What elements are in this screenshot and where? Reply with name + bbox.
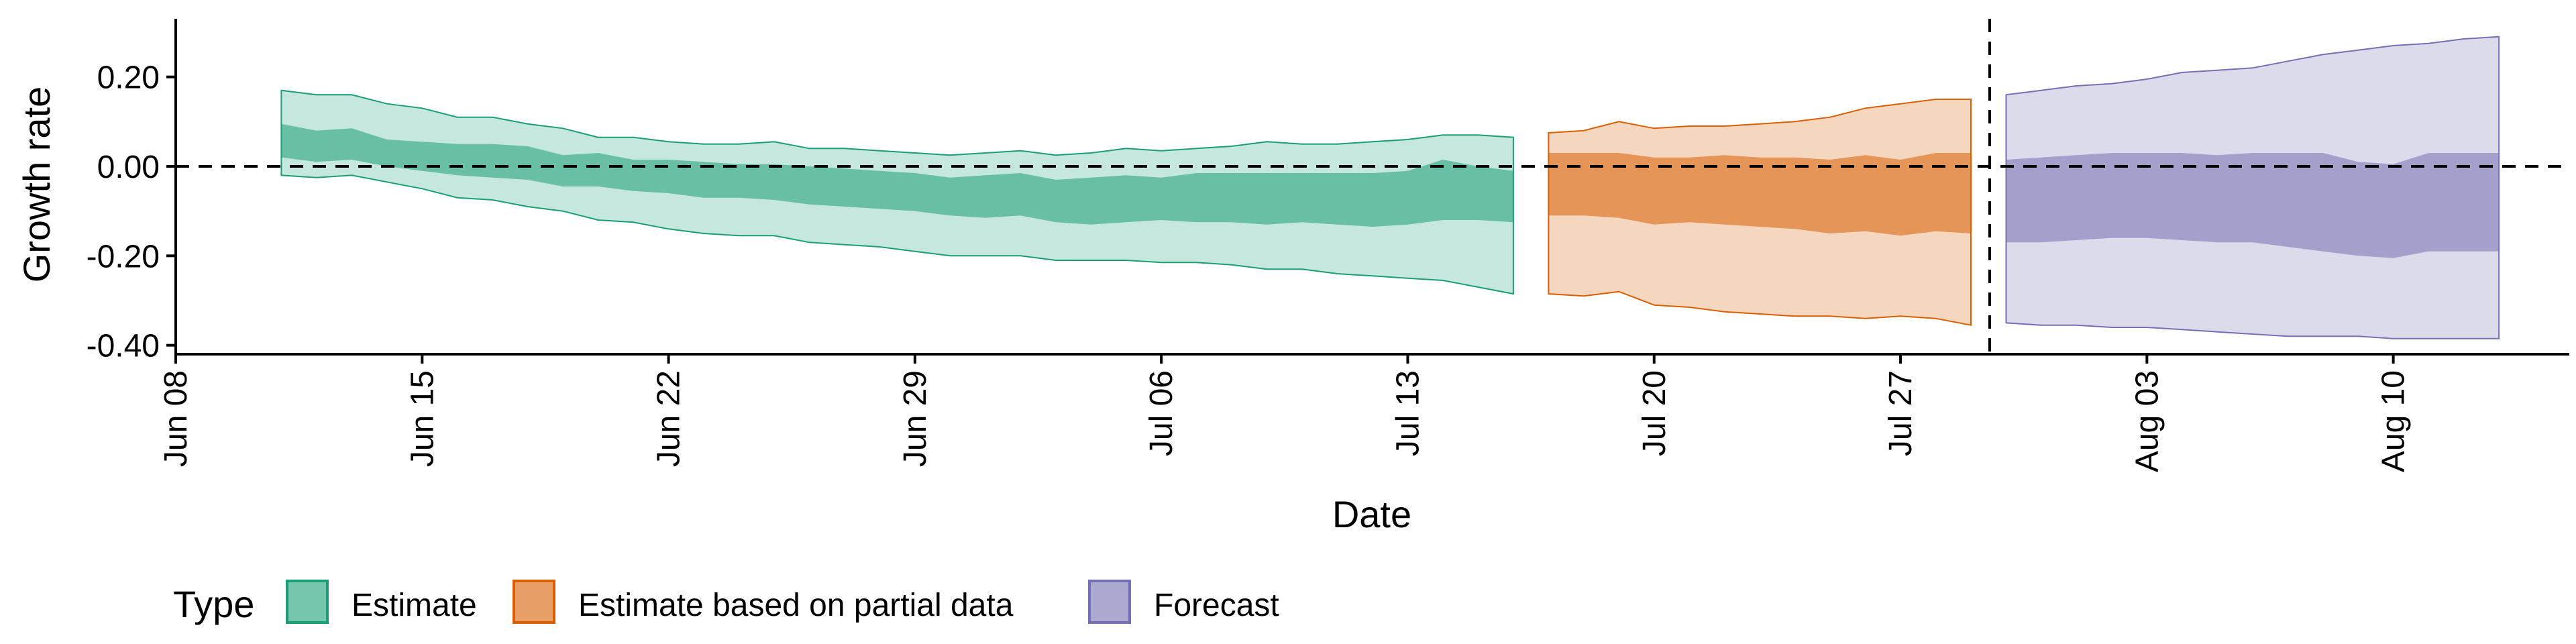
series-0-band-50 (281, 123, 1513, 227)
series-2-band-50 (2006, 153, 2500, 258)
legend-key-2 (1088, 580, 1131, 624)
legend-title: Type (173, 583, 254, 625)
legend-label-1: Estimate based on partial data (578, 588, 1014, 623)
legend-label-2: Forecast (1154, 588, 1279, 623)
x-axis-ticks: Jun 08 Jun 15 Jun 22 Jun 29 Jul 06 Jul 13 Jul … (158, 354, 2412, 472)
x-tick-label: Aug 10 (2376, 370, 2412, 472)
legend-key-0 (286, 580, 329, 624)
x-tick-label: Jul 27 (1883, 370, 1919, 456)
y-tick-label: -0.40 (87, 329, 160, 364)
y-tick-label: -0.20 (87, 239, 160, 274)
x-tick-label: Jun 29 (898, 370, 933, 467)
legend-label-0: Estimate (352, 588, 477, 623)
x-tick-label: Jun 08 (158, 370, 194, 467)
x-tick-label: Jul 13 (1390, 370, 1426, 456)
series-1-band-50 (1548, 153, 1971, 236)
x-tick-label: Jun 15 (405, 370, 440, 467)
x-tick-label: Jul 06 (1144, 370, 1179, 456)
x-tick-label: Aug 03 (2129, 370, 2165, 472)
x-tick-label: Jul 20 (1637, 370, 1672, 456)
x-axis-label: Date (1332, 493, 1411, 535)
band-layer (280, 36, 2500, 339)
legend-items: Estimate Estimate based on partial data Fo… (286, 580, 1279, 624)
y-axis-ticks: 0.20 0.00 -0.20 -0.40 (87, 60, 176, 364)
legend-key-1 (513, 580, 555, 624)
legend: Type Estimate Estimate based on partial d… (173, 580, 1279, 625)
x-tick-label: Jun 22 (651, 370, 687, 467)
y-tick-label: 0.00 (97, 150, 160, 185)
y-tick-label: 0.20 (97, 60, 160, 96)
y-axis-label: Growth rate (15, 87, 58, 283)
